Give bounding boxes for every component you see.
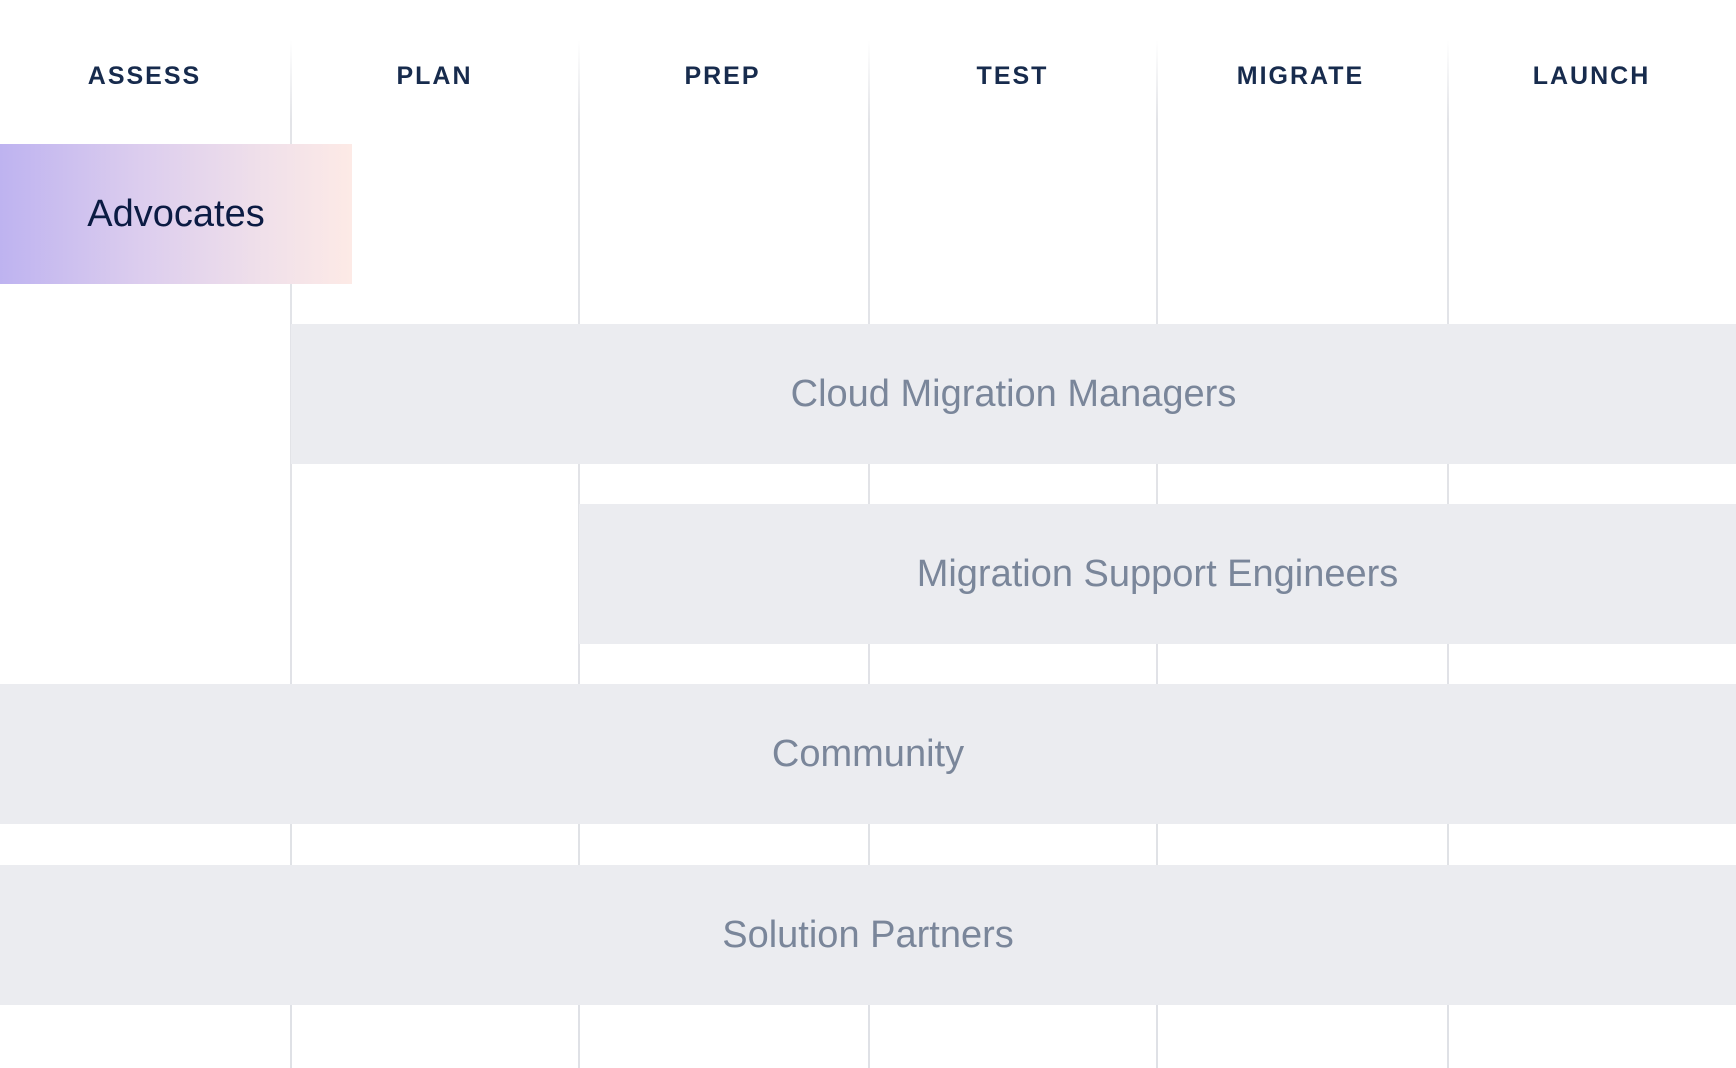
row-label: Cloud Migration Managers — [790, 372, 1237, 415]
row-label: Community — [771, 732, 965, 775]
divider — [290, 40, 292, 1068]
phase-assess: ASSESS — [87, 62, 202, 90]
row-label: Solution Partners — [722, 913, 1014, 956]
phase-migrate: MIGRATE — [1236, 62, 1365, 90]
row-label: Migration Support Engineers — [916, 552, 1399, 595]
row-solution-partners: Solution Partners — [0, 865, 1736, 1005]
row-community: Community — [0, 684, 1736, 824]
phase-prep: PREP — [684, 62, 761, 90]
row-migration-support-engineers: Migration Support Engineers — [579, 504, 1736, 644]
phase-plan: PLAN — [396, 62, 473, 90]
row-cloud-migration-managers: Cloud Migration Managers — [291, 324, 1736, 464]
phase-launch: LAUNCH — [1532, 62, 1651, 90]
row-label: Advocates — [87, 192, 265, 235]
phase-test: TEST — [976, 62, 1049, 90]
row-advocates: Advocates — [0, 144, 352, 284]
